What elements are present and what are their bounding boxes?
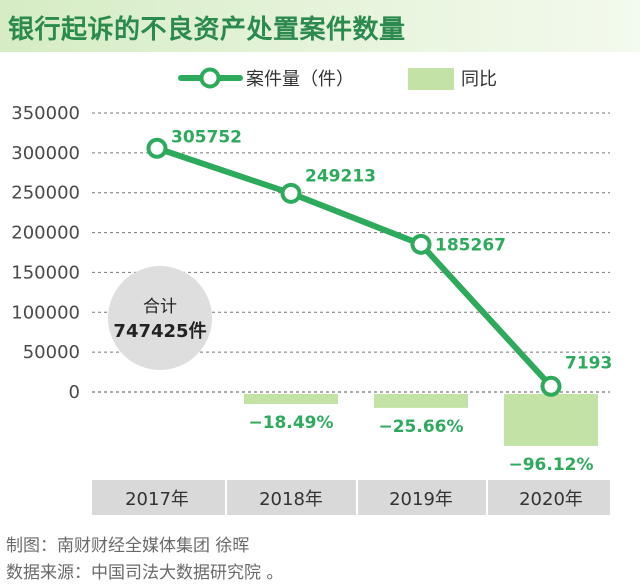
- y-tick-label: 200000: [11, 223, 80, 244]
- legend-bar-swatch: [408, 68, 454, 90]
- yoy-bar: [504, 394, 598, 446]
- y-tick-label: 350000: [11, 103, 80, 124]
- case-count-point: [280, 182, 302, 204]
- x-tick-label: 2017年: [125, 489, 189, 510]
- x-tick-label: 2020年: [519, 489, 583, 510]
- source-text: 数据来源：中国司法大数据研究院 。: [6, 563, 284, 583]
- title-band: 银行起诉的不良资产处置案件数量: [0, 0, 640, 52]
- yoy-bar: [374, 394, 468, 408]
- category-axis-band: [92, 480, 610, 515]
- case-count-point: [540, 375, 562, 397]
- legend-line-marker: [199, 67, 221, 89]
- case-count-label: 7193: [565, 353, 612, 373]
- case-count-point: [410, 233, 432, 255]
- legend-line-label: 案件量（件）: [246, 69, 354, 90]
- y-tick-label: 50000: [23, 342, 80, 363]
- yoy-bar: [244, 394, 338, 404]
- y-tick-label: 100000: [11, 302, 80, 323]
- chart-canvas: 0 50000 100000 150000 200000 250000 300000 3500…: [11, 67, 612, 515]
- y-tick-label: 150000: [11, 262, 80, 283]
- x-tick-label: 2019年: [389, 489, 453, 510]
- total-label: 合计: [143, 297, 177, 317]
- total-value: 747425件: [113, 320, 206, 342]
- y-tick-label: 300000: [11, 143, 80, 164]
- yoy-label: −25.66%: [378, 417, 463, 437]
- case-count-line: [154, 145, 554, 390]
- case-count-point: [146, 137, 168, 159]
- chart-title: 银行起诉的不良资产处置案件数量: [8, 15, 406, 45]
- case-count-label: 185267: [435, 235, 506, 255]
- yoy-label: −18.49%: [248, 413, 333, 433]
- total-circle: [108, 266, 212, 370]
- case-count-label: 305752: [171, 127, 242, 147]
- yoy-label: −96.12%: [508, 455, 593, 475]
- x-tick-label: 2018年: [259, 489, 323, 510]
- y-tick-label: 250000: [11, 183, 80, 204]
- case-count-label: 249213: [305, 166, 376, 186]
- legend-bar-label: 同比: [461, 69, 497, 90]
- credit-text: 制图：南财财经全媒体集团 徐晖: [6, 536, 250, 556]
- y-tick-label: 0: [69, 382, 80, 403]
